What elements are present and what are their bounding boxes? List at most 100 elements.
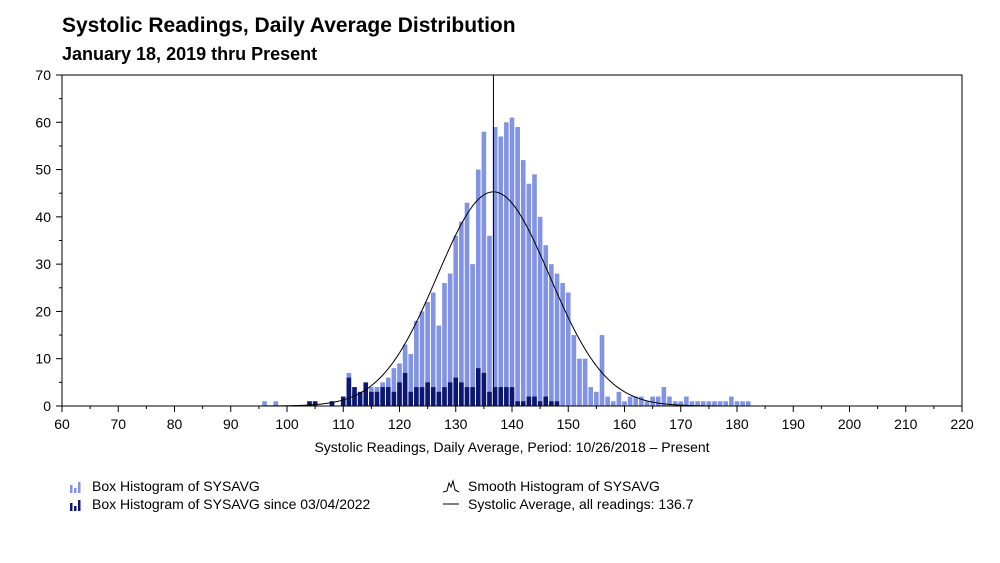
bar-all-98: [273, 401, 279, 406]
bar-all-122: [408, 353, 414, 406]
bar-all-164: [644, 401, 650, 406]
bar-recent-130: [453, 377, 459, 406]
smooth-histogram-icon: [442, 479, 460, 493]
bar-all-132: [464, 202, 470, 406]
bar-recent-119: [391, 391, 397, 406]
bar-all-139: [504, 122, 509, 406]
bar-all-142: [520, 160, 526, 406]
average-line-icon: [443, 503, 459, 505]
legend: Box Histogram of SYSAVG Box Histogram of…: [70, 478, 770, 518]
x-tick-label-90: 90: [223, 416, 239, 432]
bar-all-131: [459, 221, 464, 406]
bar-recent-145: [537, 401, 543, 406]
bar-recent-113: [357, 391, 363, 406]
x-axis: 60 70 80 90 100 110 120 130 140 150 160 170 180 190 20…: [54, 406, 974, 432]
bar-all-151: [571, 335, 577, 406]
bar-all-169: [672, 401, 678, 406]
bar-recent-146: [543, 396, 549, 406]
bar-recent-132: [464, 387, 470, 406]
bar-recent-148: [554, 401, 560, 406]
bar-all-128: [442, 283, 447, 406]
bar-all-135: [481, 131, 487, 407]
bar-all-159: [616, 391, 622, 406]
bar-recent-137: [492, 387, 498, 406]
bar-all-129: [447, 273, 453, 406]
bar-recent-125: [425, 382, 430, 406]
x-tick-label-140: 140: [500, 416, 524, 432]
bar-recent-111: [346, 377, 352, 406]
x-tick-label-150: 150: [557, 416, 581, 432]
bar-all-137: [492, 127, 498, 406]
bar-all-148: [554, 273, 560, 406]
bar-recent-124: [419, 387, 425, 406]
bar-all-126: [430, 292, 436, 406]
bar-all-160: [622, 401, 627, 406]
bar-all-156: [599, 335, 605, 406]
bar-all-166: [655, 396, 661, 406]
bar-all-154: [588, 387, 594, 406]
bar-recent-117: [380, 387, 385, 406]
bar-recent-121: [402, 372, 408, 406]
x-tick-label-160: 160: [613, 416, 637, 432]
bar-all-119: [391, 368, 397, 406]
bar-all-163: [639, 396, 644, 406]
bar-all-140: [509, 117, 515, 406]
bar-recent-123: [414, 387, 419, 406]
x-tick-label-220: 220: [950, 416, 974, 432]
legend-item-box-histogram-recent: Box Histogram of SYSAVG since 03/04/2022: [70, 496, 370, 512]
bar-all-141: [515, 127, 520, 406]
legend-label-box: Box Histogram of SYSAVG: [92, 478, 260, 494]
bar-all-168: [667, 396, 672, 406]
x-tick-label-120: 120: [388, 416, 412, 432]
bar-all-162: [633, 396, 639, 406]
chart-subtitle: January 18, 2019 thru Present: [62, 44, 318, 64]
y-tick-label-60: 60: [35, 114, 51, 130]
bar-recent-114: [363, 382, 369, 406]
bar-all-123: [414, 320, 419, 406]
x-tick-label-100: 100: [275, 416, 299, 432]
bar-recent-116: [374, 391, 380, 406]
bar-recent-138: [498, 387, 504, 406]
x-tick-label-70: 70: [110, 416, 126, 432]
legend-label-box-recent: Box Histogram of SYSAVG since 03/04/2022: [92, 496, 371, 512]
y-tick-label-40: 40: [35, 209, 51, 225]
bar-recent-104: [307, 401, 312, 406]
x-tick-label-200: 200: [838, 416, 862, 432]
x-tick-label-190: 190: [782, 416, 806, 432]
legend-item-smooth-histogram: Smooth Histogram of SYSAVG: [442, 478, 660, 494]
x-tick-label-130: 130: [444, 416, 468, 432]
bar-recent-110: [340, 396, 346, 406]
bar-all-170: [678, 401, 684, 406]
bar-recent-105: [312, 401, 318, 406]
bar-all-167: [661, 387, 667, 406]
bar-all-179: [729, 396, 734, 406]
bar-recent-112: [352, 387, 357, 406]
box-histogram-icon: [70, 482, 81, 493]
bar-recent-143: [526, 396, 532, 406]
bar-all-130: [453, 235, 459, 406]
bar-all-136: [487, 235, 492, 406]
bar-all-165: [650, 396, 655, 406]
bar-all-182: [745, 401, 751, 406]
bar-all-134: [475, 169, 481, 406]
legend-item-average-line: Systolic Average, all readings: 136.7: [442, 496, 693, 512]
x-axis-label: Systolic Readings, Daily Average, Period…: [314, 439, 709, 455]
bar-all-150: [565, 292, 571, 406]
bar-recent-135: [481, 372, 487, 406]
bar-recent-144: [532, 396, 537, 406]
bar-all-180: [734, 401, 740, 406]
bar-all-138: [498, 136, 504, 406]
bar-all-174: [700, 401, 706, 406]
bar-recent-126: [430, 387, 436, 406]
bar-all-161: [627, 396, 633, 406]
x-tick-label-110: 110: [332, 416, 355, 432]
bar-all-127: [436, 325, 442, 406]
bar-all-149: [560, 283, 565, 406]
bar-all-158: [610, 401, 616, 406]
bar-recent-141: [515, 401, 520, 406]
legend-label-smooth: Smooth Histogram of SYSAVG: [468, 478, 660, 494]
bar-all-178: [723, 401, 729, 406]
y-tick-label-70: 70: [35, 67, 51, 83]
bar-recent-139: [504, 387, 509, 406]
bar-recent-147: [549, 401, 554, 406]
